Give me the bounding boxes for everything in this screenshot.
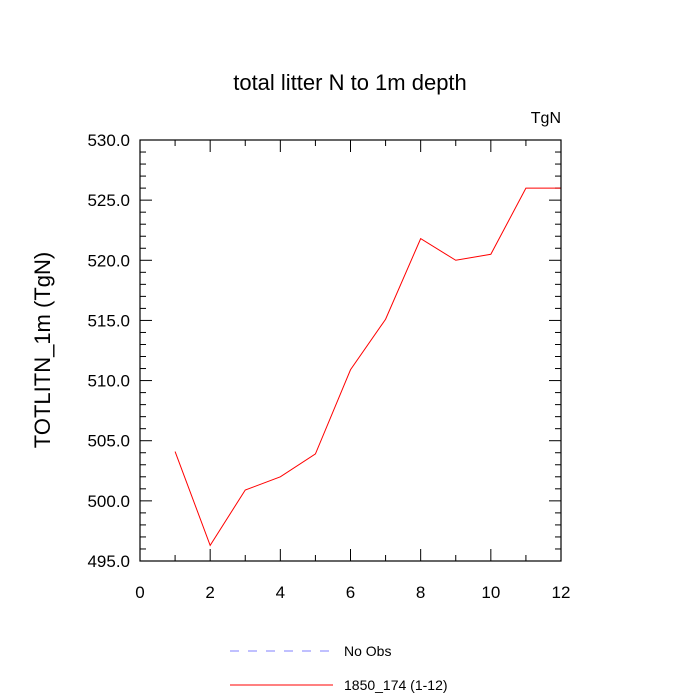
y-tick-label: 500.0 — [87, 492, 130, 511]
x-tick-label: 2 — [205, 583, 214, 602]
y-tick-label: 510.0 — [87, 372, 130, 391]
x-tick-label: 10 — [481, 583, 500, 602]
y-tick-label: 530.0 — [87, 131, 130, 150]
x-tick-label: 6 — [346, 583, 355, 602]
y-tick-label: 505.0 — [87, 432, 130, 451]
series-line-1 — [174, 187, 561, 547]
y-axis-label: TOTLITN_1m (TgN) — [30, 252, 55, 448]
legend-label: No Obs — [344, 643, 391, 659]
x-tick-label: 0 — [135, 583, 144, 602]
x-tick-label: 8 — [416, 583, 425, 602]
y-tick-label: 520.0 — [87, 251, 130, 270]
plot-frame — [139, 139, 562, 562]
legend-label: 1850_174 (1-12) — [344, 677, 448, 693]
tick-labels: 0 2 4 6 8 10 12 495.0 500.0 505.0 510.0 515.0 520.0 5… — [87, 131, 570, 602]
series-lines — [174, 187, 561, 547]
x-tick-label: 12 — [552, 583, 571, 602]
y-tick-label: 515.0 — [87, 311, 130, 330]
y-tick-label: 525.0 — [87, 191, 130, 210]
y-tick-label: 495.0 — [87, 552, 130, 571]
legend: No Obs 1850_174 (1-12) — [230, 643, 448, 693]
units-label: TgN — [531, 110, 561, 127]
axis-ticks — [139, 139, 562, 562]
chart-title: total litter N to 1m depth — [233, 70, 467, 95]
x-tick-label: 4 — [276, 583, 285, 602]
